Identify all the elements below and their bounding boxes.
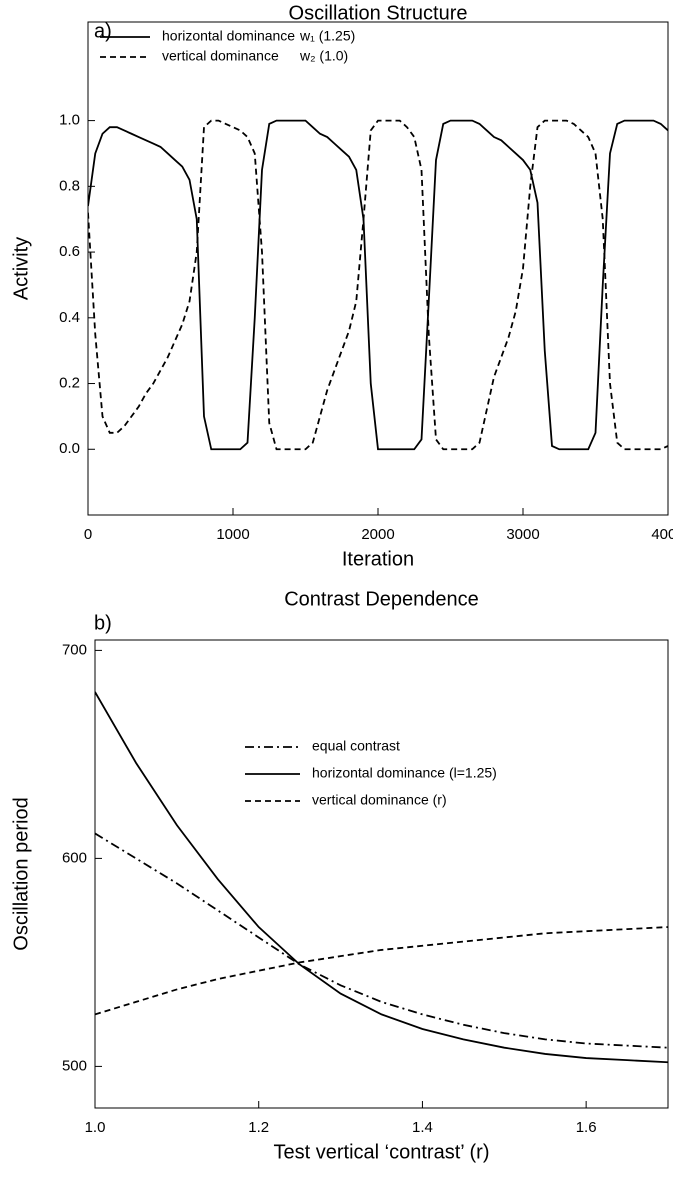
y-axis-title: Activity [10, 237, 32, 300]
x-axis-title: Test vertical ‘contrast’ (r) [274, 1141, 490, 1163]
legend-label: equal contrast [312, 738, 400, 754]
legend-label: vertical dominance [162, 48, 279, 64]
legend-note: w₁ (1.25) [299, 28, 355, 44]
x-tick-label: 2000 [361, 526, 394, 543]
y-tick-label: 0.0 [59, 440, 80, 457]
y-tick-label: 0.8 [59, 177, 80, 194]
y-tick-label: 1.0 [59, 112, 80, 129]
legend-note: w₂ (1.0) [299, 48, 348, 64]
y-tick-label: 0.2 [59, 375, 80, 392]
y-axis-title: Oscillation period [10, 797, 32, 950]
x-axis-title: Iteration [342, 548, 414, 570]
y-tick-label: 700 [62, 641, 87, 658]
legend-label: horizontal dominance [162, 28, 295, 44]
x-tick-label: 0 [84, 526, 92, 543]
x-tick-label: 3000 [506, 526, 539, 543]
y-tick-label: 0.6 [59, 243, 80, 260]
series-line [95, 926, 668, 1016]
legend-label: horizontal dominance (l=1.25) [312, 765, 497, 781]
y-tick-label: 500 [62, 1057, 87, 1074]
panel-label: a) [94, 20, 112, 42]
chart-title: Contrast Dependence [284, 588, 479, 610]
plot-frame [87, 21, 669, 516]
chart-title: Oscillation Structure [289, 2, 468, 24]
series-line [95, 832, 668, 1049]
x-tick-label: 1.6 [576, 1119, 597, 1136]
x-tick-label: 1.4 [412, 1119, 433, 1136]
x-tick-label: 1.2 [248, 1119, 269, 1136]
x-tick-label: 1.0 [85, 1119, 106, 1136]
plot-frame [94, 639, 669, 1109]
x-tick-label: 1000 [216, 526, 249, 543]
y-tick-label: 0.4 [59, 309, 80, 326]
series-line [95, 691, 668, 1064]
panel-label: b) [94, 612, 112, 634]
y-tick-label: 600 [62, 849, 87, 866]
legend-label: vertical dominance (r) [312, 792, 447, 808]
series-line [88, 119, 668, 451]
series-line [88, 119, 668, 451]
